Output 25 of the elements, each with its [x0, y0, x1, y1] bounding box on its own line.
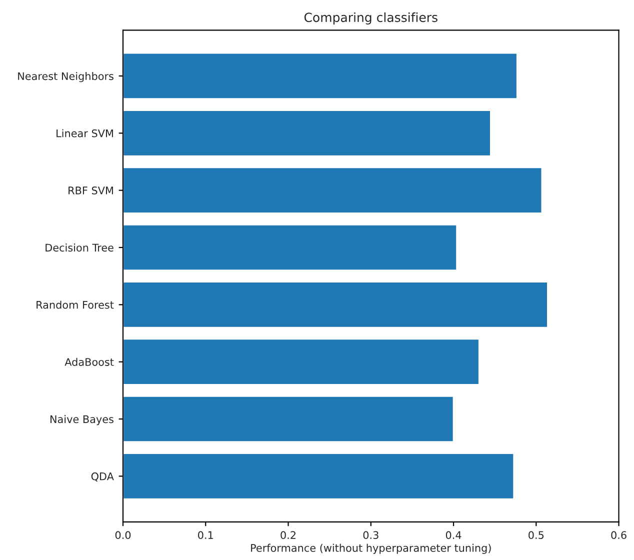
x-tick-label: 0.3: [363, 531, 378, 540]
y-tick-label: Naive Bayes: [50, 415, 114, 426]
x-tick-label: 0.4: [446, 531, 462, 540]
y-tick-label: Decision Tree: [46, 244, 114, 252]
bar: [122, 395, 454, 443]
y-tick-label: Linear SVM: [56, 129, 113, 138]
bar: [122, 110, 492, 157]
bar: [122, 52, 518, 100]
x-tick-label: 0.5: [528, 531, 544, 540]
y-tick-label: AdaBoost: [64, 358, 114, 366]
y-tick-label: RBF SVM: [68, 186, 113, 194]
bar: [122, 224, 458, 272]
chart-title: Comparing classifiers: [304, 12, 438, 25]
bar: [122, 281, 548, 328]
bar: [122, 166, 543, 214]
bar: [122, 452, 515, 500]
x-tick-label: 0.6: [611, 531, 626, 540]
y-tick-label: Random Forest: [36, 300, 114, 309]
x-tick-label: 0.0: [115, 531, 131, 540]
y-tick-label: QDA: [91, 472, 114, 482]
x-tick-label: 0.1: [198, 531, 213, 540]
x-axis-title: Performance (without hyperparameter tuning): [251, 544, 491, 554]
y-tick-label: Nearest Neighbors: [18, 72, 114, 82]
bar: [122, 338, 480, 386]
x-tick-label: 0.2: [280, 531, 296, 540]
